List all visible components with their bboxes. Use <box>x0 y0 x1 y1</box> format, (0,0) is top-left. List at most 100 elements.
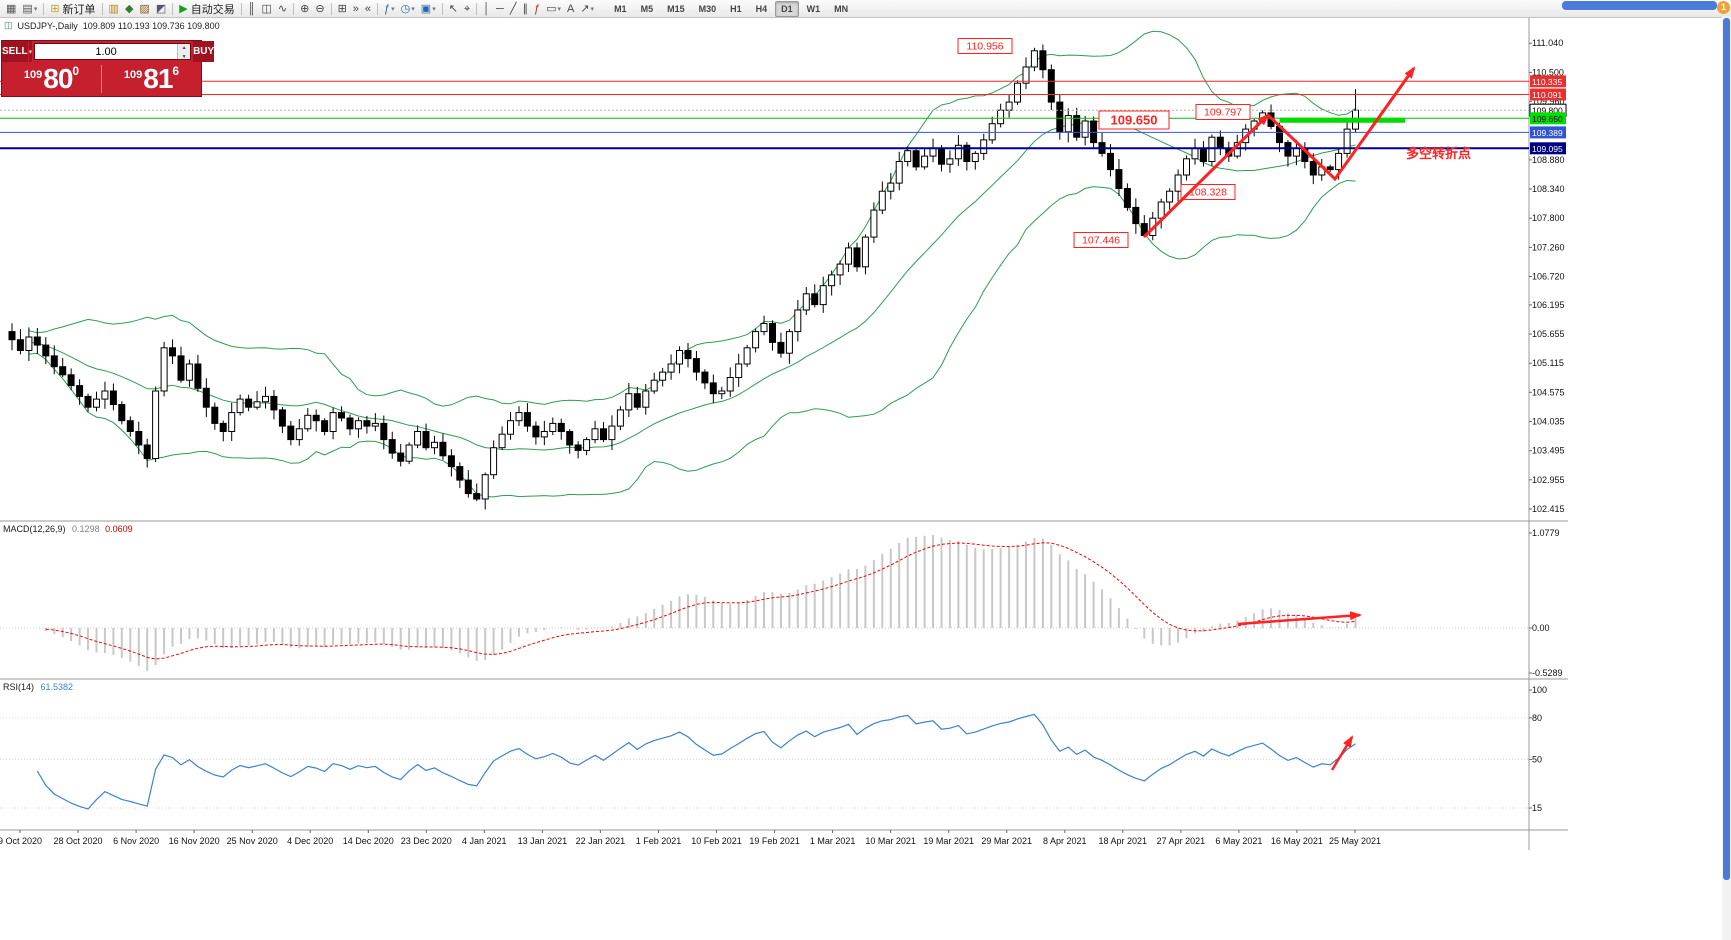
svg-text:110.500: 110.500 <box>1532 67 1564 77</box>
zoom-out-button[interactable]: ⊖ <box>312 1 327 17</box>
price-callout[interactable]: 109.797 <box>1195 104 1251 120</box>
svg-text:103.495: 103.495 <box>1532 446 1565 456</box>
volume-increase-icon[interactable]: ▲ <box>181 45 187 51</box>
terminal-button[interactable]: ▨ <box>136 1 152 17</box>
volume-input[interactable] <box>35 44 178 59</box>
svg-text:108.880: 108.880 <box>1532 155 1565 165</box>
svg-text:104.575: 104.575 <box>1532 387 1565 397</box>
toolbar-separator <box>240 2 242 15</box>
dropdown-caret-icon: ▾ <box>590 5 595 13</box>
indicators-button[interactable]: ƒ ▾ <box>381 1 398 17</box>
sell-button[interactable]: SELL <box>2 41 28 62</box>
trend-arrow[interactable] <box>1266 66 1416 182</box>
volume-decrease-icon[interactable]: ▼ <box>181 54 187 60</box>
timeframe-w1[interactable]: W1 <box>806 3 821 14</box>
toolbar: ▦ ▤ ▾ ⊞ 新订单 ▥ ◆ ▨ ◩ ▶ 自动交易 ║ ◫ ∿ ⊕ ⊖ ⊞» «ƒ ▾ ◷ ▾ ▣ ▾ ↖ ⌖ │ ─ ╱ ∥ ƒ ▭ ▾ A… <box>0 0 1731 18</box>
trade-prices-row: 109800 109816 <box>2 62 201 95</box>
channel-icon: ∥ <box>522 2 528 15</box>
timeframe-m15[interactable]: M15 <box>667 3 685 14</box>
periods-button[interactable]: ◷ ▾ <box>398 1 418 17</box>
trend-arrow[interactable] <box>1330 735 1354 771</box>
channel-button[interactable]: ∥ <box>519 1 531 17</box>
dropdown-caret-icon: ▾ <box>33 5 38 13</box>
svg-text:102.415: 102.415 <box>1532 504 1565 514</box>
sell-price-display[interactable]: 109800 <box>2 63 101 95</box>
arrows-icon: ↗ <box>580 2 590 15</box>
svg-text:6 Nov 2020: 6 Nov 2020 <box>113 836 159 846</box>
buy-button[interactable]: BUY <box>193 41 215 62</box>
svg-text:106.195: 106.195 <box>1532 300 1565 310</box>
zoom-in-button[interactable]: ⊕ <box>297 1 312 17</box>
fibonacci-button[interactable]: ƒ <box>531 1 543 17</box>
shapes-button[interactable]: ▭ ▾ <box>543 1 564 17</box>
svg-text:50: 50 <box>1532 754 1542 764</box>
auto-scroll-button[interactable]: » <box>350 1 362 17</box>
timeframe-m30[interactable]: M30 <box>698 3 717 14</box>
timeframe-m5[interactable]: M5 <box>640 3 654 14</box>
cursor-button[interactable]: ↖ <box>446 1 461 17</box>
chart-profiles-icon: ▤ <box>22 2 33 15</box>
trend-arrow[interactable] <box>1237 611 1362 626</box>
notification-badge[interactable]: 1 <box>1717 1 1730 14</box>
trendline-button[interactable]: ╱ <box>507 1 520 17</box>
text-label-button[interactable]: A <box>564 1 577 17</box>
svg-text:16 May 2021: 16 May 2021 <box>1271 836 1323 846</box>
chart-profiles-button[interactable]: ▤ ▾ <box>19 1 40 17</box>
top-horizontal-scrollbar[interactable] <box>1562 1 1717 10</box>
buy-price-display[interactable]: 109816 <box>102 63 201 95</box>
buy-price-prefix: 109 <box>123 68 143 81</box>
svg-text:16 Nov 2020: 16 Nov 2020 <box>169 836 220 846</box>
new-chart-button[interactable]: ▦ <box>3 1 19 17</box>
right-scrollbar-thumb[interactable] <box>1723 18 1730 880</box>
vertical-line-button[interactable]: │ <box>480 1 493 17</box>
macd-value: 0.1298 <box>72 524 100 534</box>
timeframe-m1[interactable]: M1 <box>614 3 627 14</box>
annotation-text[interactable]: 多空转折点 <box>1406 146 1471 161</box>
price-callout[interactable]: 107.446 <box>1073 232 1129 248</box>
bar-chart-button[interactable]: ║ <box>245 1 259 17</box>
fibonacci-icon: ƒ <box>533 2 541 15</box>
crosshair-button[interactable]: ⌖ <box>461 1 473 17</box>
timeframe-h4[interactable]: H4 <box>755 3 768 14</box>
right-scrollbar-track[interactable] <box>1722 16 1731 940</box>
trend-arrow[interactable] <box>1142 113 1270 239</box>
svg-text:-0.5289: -0.5289 <box>1532 668 1563 678</box>
autotrading-button[interactable]: ▶ 自动交易 <box>176 1 237 17</box>
svg-text:9 Oct 2020: 9 Oct 2020 <box>0 836 42 846</box>
strategy-tester-icon: ◩ <box>155 2 167 15</box>
svg-text:111.040: 111.040 <box>1532 38 1563 48</box>
horizontal-line-button[interactable]: ─ <box>493 1 507 17</box>
svg-text:109.797: 109.797 <box>1204 107 1242 119</box>
periods-icon: ◷ <box>400 2 411 15</box>
templates-button[interactable]: ▣ ▾ <box>418 1 439 17</box>
timeframe-mn[interactable]: MN <box>834 3 849 14</box>
arrows-button[interactable]: ↗ ▾ <box>577 1 597 17</box>
price-callout[interactable]: 108.328 <box>1180 184 1236 200</box>
price-callout[interactable]: 109.650 <box>1098 110 1170 130</box>
svg-text:1 Feb 2021: 1 Feb 2021 <box>636 836 682 846</box>
timeframe-h1[interactable]: H1 <box>730 3 742 14</box>
navigator-button[interactable]: ◆ <box>122 1 136 17</box>
svg-text:107.446: 107.446 <box>1082 235 1120 247</box>
svg-text:105.655: 105.655 <box>1532 329 1565 339</box>
market-watch-button[interactable]: ▥ <box>106 1 122 17</box>
one-click-trading-panel: SELL ▾ ▲ ▼ BUY 109800 109816 <box>1 40 215 97</box>
volume-dropdown-button[interactable]: ▾ <box>27 41 33 62</box>
new-order-icon: ⊞ <box>50 2 60 15</box>
toolbar-separator <box>441 2 443 15</box>
line-chart-button[interactable]: ∿ <box>275 1 290 17</box>
price-tag <box>1530 112 1566 125</box>
navigator-icon: ◆ <box>124 2 134 15</box>
toolbar-separator <box>377 2 379 15</box>
timeframe-d1[interactable]: D1 <box>775 0 799 17</box>
strategy-tester-button[interactable]: ◩ <box>153 1 169 17</box>
zoom-in-icon: ⊕ <box>300 2 310 15</box>
price-callout[interactable]: 110.956 <box>957 38 1013 54</box>
macd-name: MACD(12,26,9) <box>3 524 66 534</box>
new-order-button[interactable]: ⊞ 新订单 <box>47 1 98 17</box>
price-axis[interactable]: 111.040 110.500 109.960 108.880 108.340 107.8… <box>1529 38 1567 813</box>
time-axis[interactable]: 9 Oct 2020 28 Oct 2020 6 Nov 2020 16 Nov 20… <box>0 830 1381 846</box>
tile-windows-button[interactable]: ⊞ <box>335 1 350 17</box>
candlestick-chart-button[interactable]: ◫ <box>259 1 275 17</box>
chart-shift-button[interactable]: « <box>362 1 374 17</box>
